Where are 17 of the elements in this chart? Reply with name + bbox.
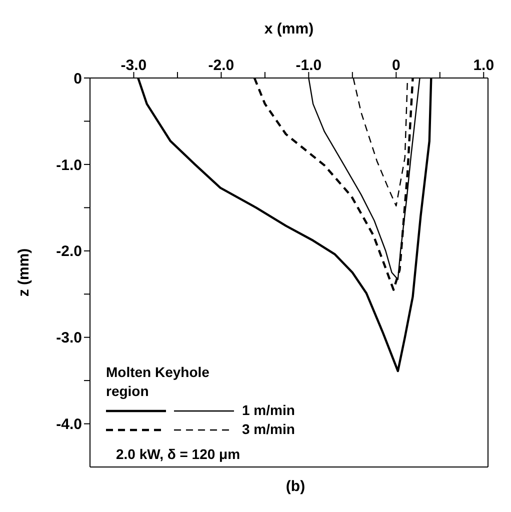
y-tick-label: -1.0 [56, 156, 82, 174]
text: (b) [284, 478, 306, 495]
x-tick-label: -2.0 [208, 57, 234, 74]
x-axis-title: x (mm) [264, 20, 314, 38]
y-tick-label: -3.0 [56, 330, 82, 347]
y-axis-title: z (mm) [15, 248, 32, 297]
y-tick-label: -2.0 [56, 243, 82, 260]
x-tick-label: 1.0 [473, 57, 494, 74]
legend-label: 3 m/min [242, 420, 295, 439]
x-tick-label: -3.0 [120, 57, 147, 74]
x-tick-label: -1.0 [296, 57, 322, 74]
annotation: 2.0 kW, δ = 120 μm [116, 445, 242, 464]
y-tick-label: -4.0 [56, 416, 82, 434]
y-tick-label: 0 [74, 70, 82, 88]
legend-title: Molten Keyhole region [106, 363, 210, 401]
legend-label: 1 m/min [242, 401, 295, 420]
x-tick-label: 0 [392, 57, 400, 74]
